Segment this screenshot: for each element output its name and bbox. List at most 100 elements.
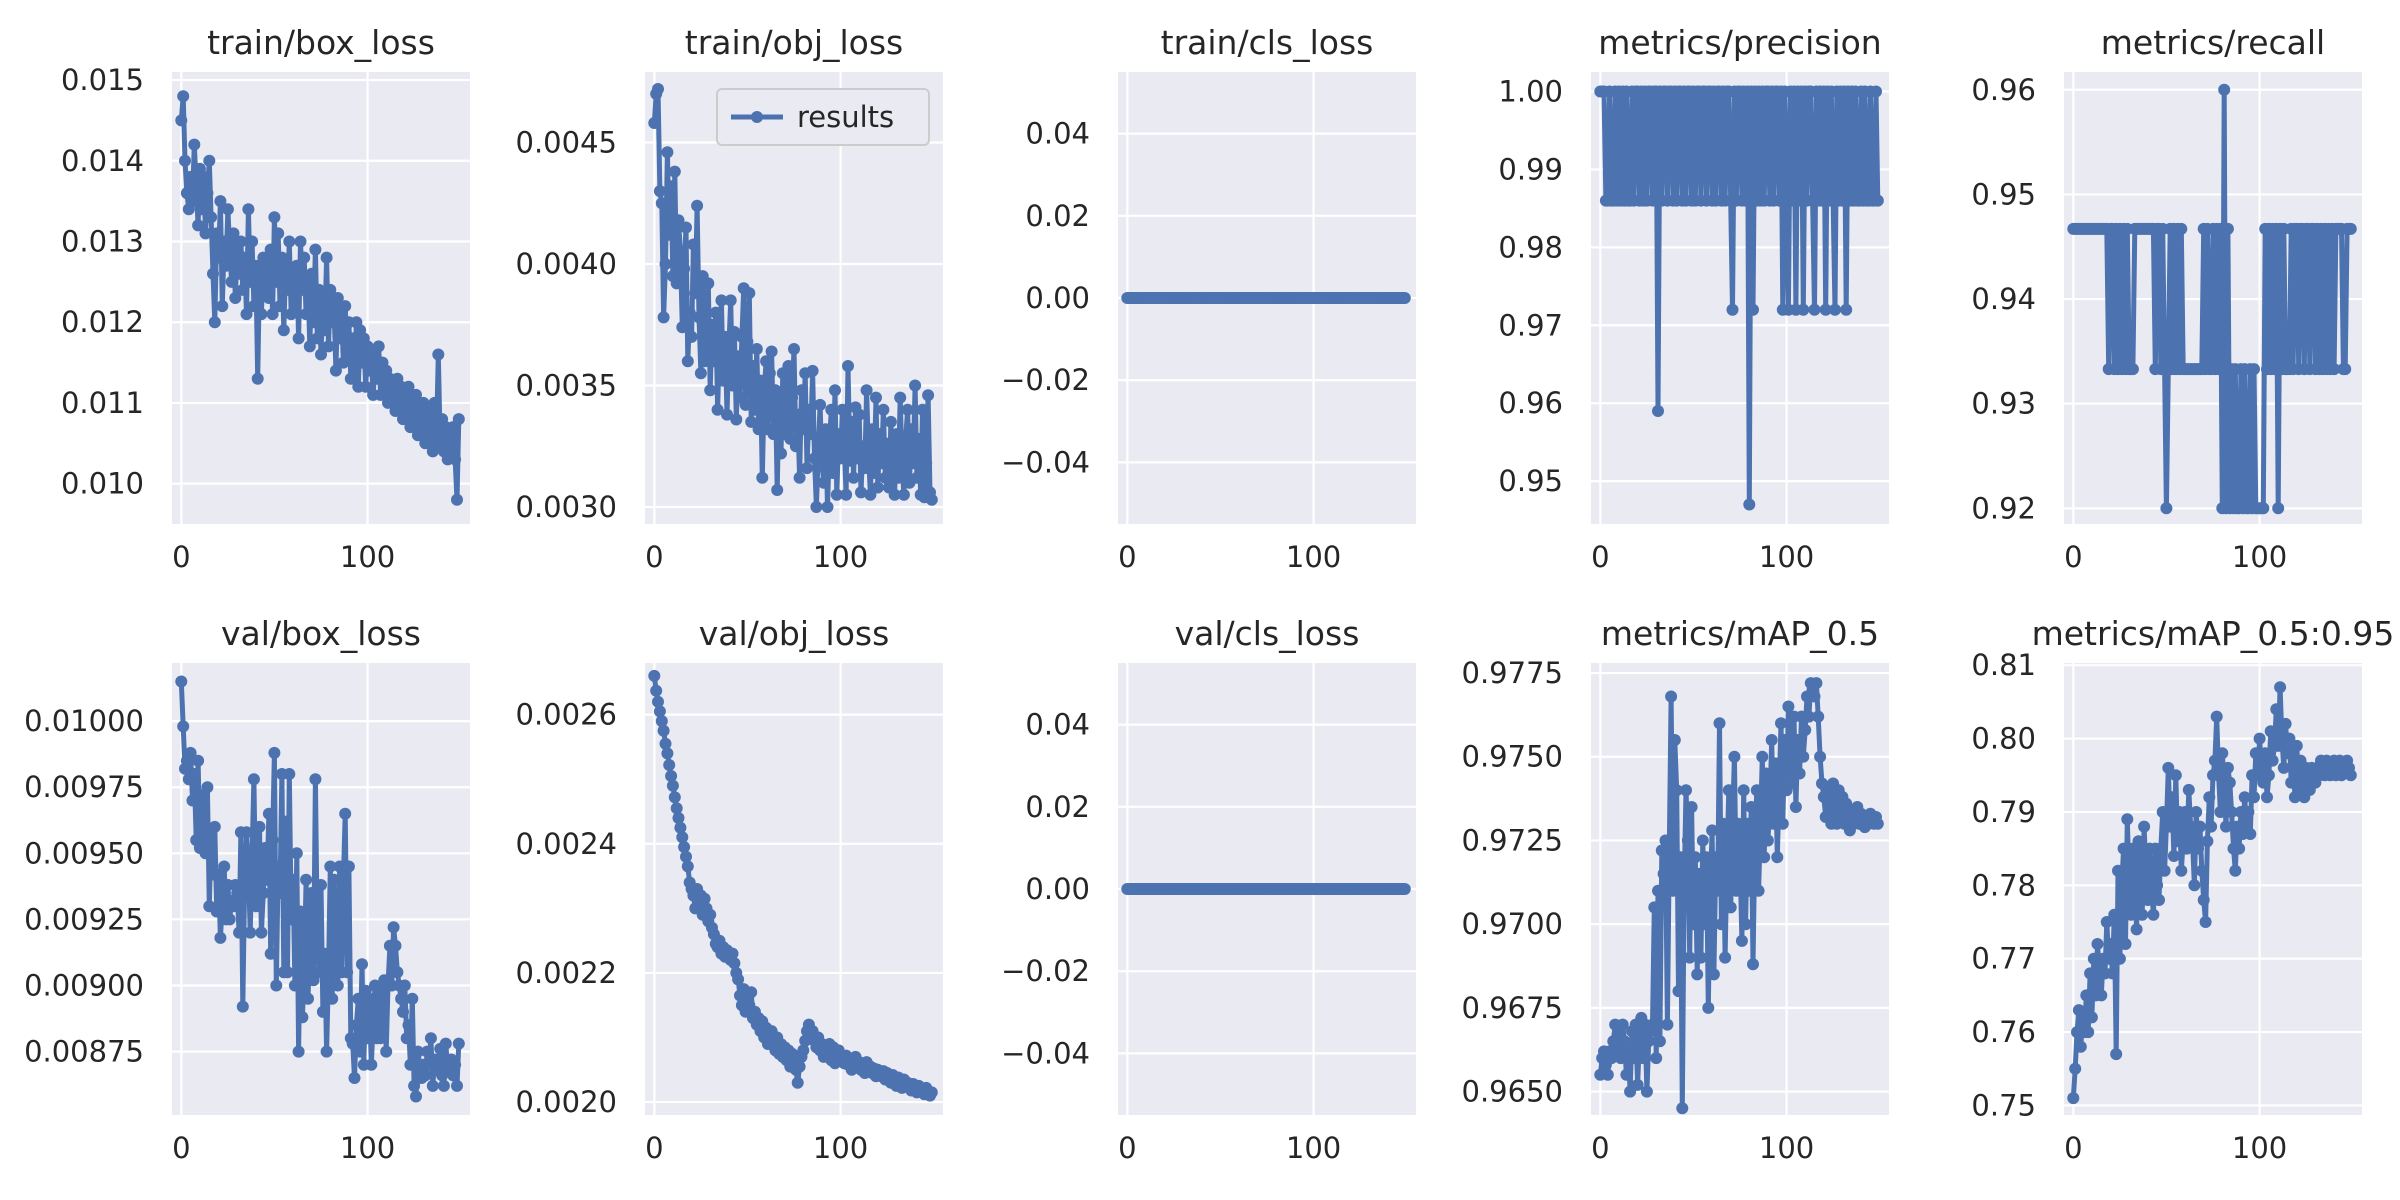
data-point bbox=[2277, 761, 2290, 774]
data-point bbox=[2091, 938, 2104, 950]
data-point bbox=[791, 408, 804, 421]
data-point bbox=[715, 294, 728, 307]
data-point bbox=[220, 259, 232, 272]
data-point bbox=[244, 275, 257, 288]
data-point bbox=[283, 235, 296, 248]
data-point bbox=[888, 488, 901, 501]
data-point bbox=[655, 715, 668, 728]
data-point bbox=[242, 860, 255, 873]
y-tick-label: 0.01000 bbox=[24, 704, 144, 738]
y-tick-label: 0.0024 bbox=[516, 827, 617, 861]
x-tick-label: 0 bbox=[645, 1131, 663, 1165]
y-tick-label: 0.00875 bbox=[24, 1035, 144, 1069]
data-point bbox=[2255, 761, 2268, 774]
data-point bbox=[652, 695, 664, 708]
data-point bbox=[2344, 222, 2357, 235]
data-point bbox=[2194, 820, 2206, 833]
data-point bbox=[2125, 908, 2138, 921]
data-point bbox=[175, 675, 188, 688]
data-point bbox=[1775, 717, 1787, 730]
data-point bbox=[680, 850, 692, 863]
data-point bbox=[307, 316, 320, 329]
data-point bbox=[1715, 918, 1728, 931]
data-point bbox=[2270, 703, 2283, 716]
data-point bbox=[1797, 303, 1810, 316]
data-point bbox=[329, 364, 342, 377]
y-tick-label: 0.00 bbox=[1025, 281, 1090, 315]
data-point bbox=[261, 259, 273, 272]
data-point bbox=[2184, 820, 2197, 833]
data-point bbox=[305, 887, 318, 899]
data-point bbox=[732, 973, 745, 986]
data-point bbox=[680, 221, 692, 234]
data-point bbox=[920, 457, 933, 470]
data-point bbox=[842, 360, 854, 372]
data-point bbox=[421, 1045, 434, 1058]
data-point bbox=[341, 966, 354, 979]
data-point bbox=[331, 979, 344, 992]
data-point bbox=[1745, 801, 1758, 813]
data-point bbox=[819, 423, 832, 436]
data-point bbox=[227, 227, 240, 240]
data-point bbox=[1702, 1001, 1715, 1014]
data-point bbox=[1808, 690, 1821, 703]
data-point bbox=[214, 195, 227, 208]
data-point bbox=[298, 251, 311, 264]
x-tick-label: 100 bbox=[1286, 540, 1341, 574]
data-point bbox=[402, 380, 415, 393]
data-point bbox=[190, 179, 203, 191]
data-point bbox=[402, 1019, 415, 1032]
data-point bbox=[756, 471, 769, 484]
data-point bbox=[851, 452, 864, 465]
data-point bbox=[210, 227, 223, 240]
data-point bbox=[322, 340, 335, 353]
data-point bbox=[449, 1058, 462, 1071]
data-point bbox=[315, 879, 327, 891]
data-point bbox=[1722, 784, 1735, 797]
data-point bbox=[771, 484, 784, 496]
data-point bbox=[363, 992, 376, 1005]
data-point bbox=[1728, 750, 1741, 763]
data-point bbox=[810, 501, 823, 513]
data-point bbox=[1640, 1085, 1653, 1098]
panel-title: train/box_loss bbox=[207, 23, 435, 62]
data-point bbox=[207, 267, 219, 280]
data-point bbox=[1687, 918, 1700, 931]
data-point bbox=[909, 379, 922, 392]
data-point bbox=[272, 860, 285, 873]
data-point bbox=[2110, 1048, 2123, 1061]
data-point bbox=[830, 488, 843, 501]
y-tick-label: 0.76 bbox=[1971, 1015, 2036, 1049]
data-point bbox=[793, 1060, 806, 1073]
data-point bbox=[333, 332, 346, 345]
data-point bbox=[424, 1032, 437, 1045]
data-point bbox=[1667, 884, 1679, 897]
data-point bbox=[259, 842, 272, 854]
data-point bbox=[2221, 761, 2234, 774]
data-point bbox=[1642, 1035, 1655, 1048]
data-point bbox=[1691, 968, 1704, 981]
data-point bbox=[2182, 783, 2195, 796]
data-point bbox=[186, 794, 199, 807]
data-point bbox=[2328, 363, 2341, 376]
data-point bbox=[208, 820, 221, 833]
panel-8: −0.04 −0.02 0.00 0.02 0.04 0 100 val/cls_loss bbox=[1001, 614, 1416, 1165]
data-point bbox=[2169, 769, 2182, 782]
data-point bbox=[175, 114, 188, 127]
data-point bbox=[1761, 834, 1774, 847]
data-point bbox=[374, 1032, 387, 1045]
data-point bbox=[2076, 1011, 2089, 1024]
data-point bbox=[773, 389, 786, 402]
data-point bbox=[2167, 850, 2180, 862]
data-point bbox=[270, 979, 283, 992]
data-point bbox=[408, 1079, 421, 1092]
data-point bbox=[674, 821, 687, 834]
x-tick-label: 0 bbox=[645, 540, 663, 574]
data-point bbox=[678, 841, 691, 853]
data-point bbox=[274, 300, 286, 313]
data-point bbox=[247, 773, 260, 786]
data-point bbox=[1870, 85, 1882, 98]
data-point bbox=[2214, 806, 2227, 818]
data-point bbox=[212, 251, 225, 264]
